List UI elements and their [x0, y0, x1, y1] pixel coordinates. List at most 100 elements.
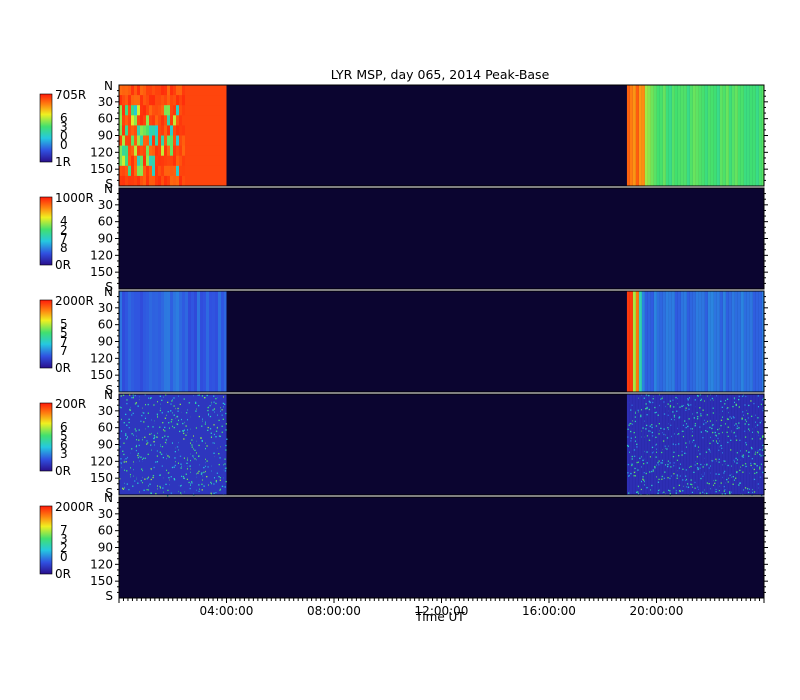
data-speck [662, 492, 664, 494]
data-speck [700, 399, 702, 402]
data-cell [134, 291, 137, 392]
data-speck [756, 424, 759, 426]
data-speck [207, 426, 209, 429]
data-speck [149, 397, 151, 400]
data-speck [747, 428, 750, 430]
y-tick-label: 120 [90, 557, 113, 571]
data-speck [666, 448, 668, 450]
data-speck [189, 465, 191, 467]
data-cell [155, 175, 158, 187]
data-speck [122, 488, 125, 490]
y-tick-label: 30 [98, 507, 113, 521]
data-speck [159, 451, 161, 453]
data-cell [653, 291, 657, 392]
data-cell [128, 175, 131, 187]
data-cell [707, 85, 711, 186]
data-cell [692, 394, 696, 495]
data-speck [657, 462, 659, 464]
data-cell [131, 145, 134, 157]
data-speck [682, 479, 684, 481]
data-speck [134, 394, 136, 397]
data-speck [662, 440, 665, 442]
data-cell [194, 105, 197, 116]
y-tick-label: 30 [98, 95, 113, 109]
data-cell [224, 125, 227, 136]
data-speck [732, 476, 734, 478]
data-speck [648, 394, 650, 397]
data-speck [141, 414, 143, 417]
data-speck [724, 403, 726, 405]
data-speck [120, 462, 122, 464]
data-speck [696, 412, 698, 414]
data-cell [152, 125, 155, 136]
y-tick-label: 30 [98, 404, 113, 418]
data-speck [652, 469, 654, 471]
data-speck [225, 412, 227, 415]
data-speck [669, 492, 671, 495]
data-speck [173, 426, 175, 429]
data-cell [197, 394, 200, 495]
data-speck [199, 488, 201, 490]
data-cell [161, 145, 164, 157]
data-speck [721, 493, 723, 495]
data-cell [224, 394, 227, 495]
data-speck [749, 451, 751, 453]
data-speck [712, 412, 715, 414]
data-speck [207, 406, 209, 409]
data-speck [215, 402, 217, 405]
data-speck [692, 486, 694, 488]
data-speck [705, 451, 708, 453]
data-cell [176, 291, 179, 392]
data-speck [144, 394, 146, 396]
data-speck [627, 436, 629, 438]
data-cell [146, 125, 149, 136]
data-cell [188, 135, 191, 147]
data-speck [629, 451, 631, 453]
data-speck [194, 458, 196, 460]
data-speck [161, 453, 163, 455]
data-cell [164, 85, 167, 96]
data-speck [183, 438, 185, 440]
data-cell [167, 135, 170, 147]
data-speck [173, 479, 176, 481]
data-speck [706, 492, 708, 495]
data-speck [120, 395, 122, 397]
data-speck [734, 398, 736, 400]
data-speck [727, 418, 730, 421]
data-speck [633, 431, 635, 434]
data-speck [707, 420, 709, 423]
data-speck [748, 451, 750, 453]
data-speck [119, 478, 121, 480]
y-tick-label: 90 [98, 129, 113, 143]
y-end-label-top: N [104, 79, 113, 93]
data-speck [634, 416, 637, 418]
data-cell [146, 85, 149, 96]
data-cell [203, 291, 206, 392]
data-segment-2 [626, 85, 764, 186]
data-speck [727, 441, 729, 444]
data-speck [225, 423, 227, 425]
data-cell [629, 291, 633, 392]
data-speck [201, 472, 203, 474]
data-speck [165, 483, 167, 486]
data-speck [185, 434, 187, 436]
data-speck [164, 441, 167, 444]
data-cell [656, 85, 660, 186]
data-cell [140, 145, 143, 157]
data-cell [197, 95, 200, 106]
data-speck [157, 485, 159, 487]
data-speck [170, 421, 173, 423]
data-speck [661, 459, 664, 462]
data-speck [631, 455, 633, 458]
data-cell [167, 85, 170, 96]
data-speck [673, 406, 675, 408]
data-cell [194, 291, 197, 392]
data-speck [720, 419, 723, 421]
data-speck [225, 444, 227, 447]
data-speck [165, 439, 168, 441]
data-speck [714, 482, 716, 485]
data-speck [761, 449, 764, 451]
data-cell [683, 291, 687, 392]
data-speck [220, 410, 222, 412]
